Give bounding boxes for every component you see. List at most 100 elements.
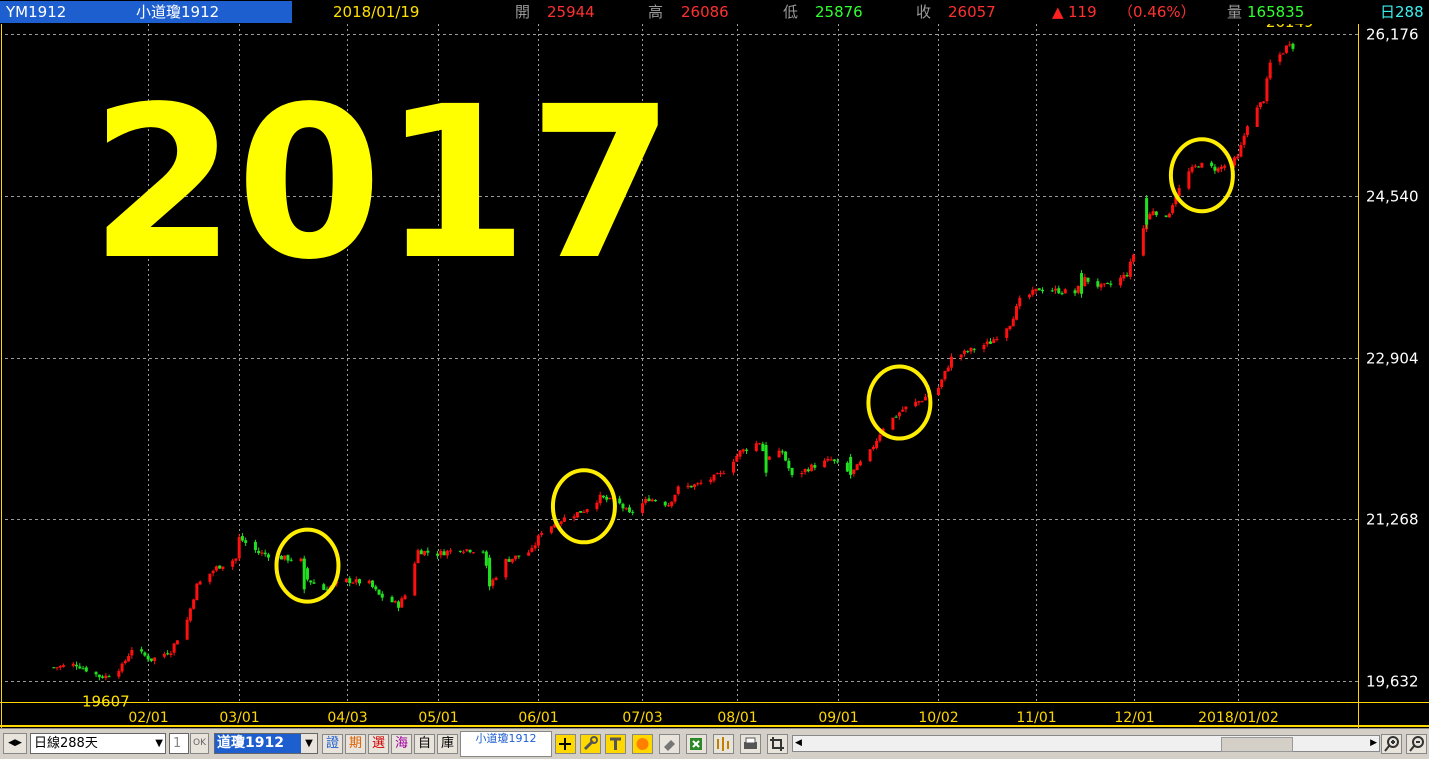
candle-body — [1232, 157, 1236, 166]
y-tick-label: 24,540 — [1366, 188, 1419, 206]
candle-body — [764, 445, 768, 473]
eraser-icon[interactable] — [659, 734, 680, 754]
candle-body — [631, 511, 635, 513]
candle-body — [78, 666, 82, 669]
candle-body — [462, 551, 466, 553]
candle-body — [1054, 288, 1058, 291]
candle-body — [533, 545, 537, 549]
candle-body — [81, 668, 85, 670]
candle-body — [507, 559, 511, 562]
print-icon[interactable] — [740, 734, 761, 754]
scroll-thumb[interactable] — [1221, 737, 1293, 752]
nav-arrows[interactable]: ◀▶ — [3, 733, 27, 754]
symbol-select[interactable]: 道瓊1912 ▼ — [214, 733, 318, 754]
candle-body — [897, 412, 901, 417]
scroll-left-icon[interactable]: ◀ — [795, 738, 802, 748]
candle-body — [488, 557, 492, 587]
open-label: 開 — [515, 3, 531, 21]
candle-body — [107, 676, 111, 678]
color-icon[interactable] — [632, 734, 653, 754]
ok-button[interactable]: OK — [190, 733, 209, 754]
candle-body — [901, 409, 905, 412]
candle-body — [468, 549, 472, 553]
futures-button[interactable]: 期 — [345, 734, 366, 754]
candle-body — [354, 579, 358, 583]
candlestick-chart[interactable]: 2017 02/01 03/01 04/03 05/01 06/01 07/03 08/01… — [0, 24, 1429, 728]
x-tick-label: 11/01 — [1016, 710, 1056, 726]
candle-body — [130, 649, 134, 656]
candle-body — [231, 560, 235, 567]
tab-symbol[interactable]: 小道瓊1912 — [460, 731, 552, 757]
year-overlay: 2017 — [90, 61, 674, 306]
candle-body — [1122, 274, 1126, 279]
securities-button[interactable]: 證 — [322, 734, 343, 754]
zoom-out-icon[interactable] — [1406, 734, 1427, 754]
symbol-code: YM1912 — [6, 3, 67, 21]
candle-body — [693, 484, 697, 488]
candle-body — [198, 581, 202, 585]
export-icon[interactable] — [686, 734, 707, 754]
candle-body — [735, 455, 739, 462]
candle-body — [266, 554, 270, 558]
candle-body — [146, 655, 150, 660]
candle-body — [800, 473, 804, 475]
indicator-icon[interactable] — [713, 734, 734, 754]
candle-body — [836, 461, 840, 463]
highlight-circle — [274, 527, 341, 604]
candle-body — [299, 558, 303, 561]
candle-body — [732, 461, 736, 473]
chevron-down-icon[interactable]: ▼ — [155, 738, 163, 749]
candle-body — [1245, 126, 1249, 136]
crop-icon[interactable] — [767, 734, 788, 754]
chevron-down-icon[interactable]: ▼ — [301, 734, 317, 753]
candle-body — [58, 666, 62, 668]
candle-body — [666, 505, 670, 507]
candle-body — [283, 555, 287, 560]
candle-body — [416, 550, 420, 564]
candle-body — [696, 483, 700, 485]
period-select[interactable]: 日線288天 ▼ — [30, 733, 166, 754]
candle-body — [946, 367, 950, 372]
candle-body — [644, 499, 648, 503]
candle-body — [904, 406, 908, 410]
store-button[interactable]: 庫 — [437, 734, 458, 754]
self-select-button[interactable]: 自 — [414, 734, 435, 754]
candle-body — [923, 397, 927, 401]
zoom-in-icon[interactable] — [1381, 734, 1402, 754]
options-button[interactable]: 選 — [368, 734, 389, 754]
candle-body — [442, 551, 446, 556]
candle-body — [166, 653, 170, 655]
candle-body — [426, 550, 430, 553]
candle-body — [829, 459, 833, 461]
candle-body — [123, 660, 127, 664]
candle-body — [351, 582, 355, 584]
nav-left-icon[interactable]: ◀ — [8, 738, 15, 748]
count-input[interactable]: 1 — [169, 733, 189, 754]
candle-body — [1177, 188, 1181, 197]
nav-right-icon[interactable]: ▶ — [15, 738, 22, 748]
wrench-icon[interactable] — [580, 734, 601, 754]
crosshair-icon[interactable] — [555, 734, 576, 754]
candle-body — [540, 532, 544, 535]
candle-body — [813, 465, 817, 468]
horizontal-scrollbar[interactable]: ◀ ▶ — [792, 735, 1380, 752]
text-tool-icon[interactable] — [605, 734, 626, 754]
candle-body — [140, 649, 144, 652]
candle-body — [624, 508, 628, 510]
candle-body — [52, 667, 56, 669]
scroll-right-icon[interactable]: ▶ — [1370, 738, 1377, 748]
candle-body — [598, 494, 602, 504]
high-label: 高 — [648, 3, 664, 21]
symbol-highlight[interactable] — [0, 1, 292, 23]
extreme-value-label: 26149 — [1266, 24, 1314, 31]
candle-body — [322, 584, 326, 590]
x-tick-label: 08/01 — [717, 710, 757, 726]
candle-body — [237, 536, 241, 559]
candle-body — [1210, 162, 1214, 167]
overseas-button[interactable]: 海 — [391, 734, 412, 754]
candle-body — [780, 451, 784, 453]
candle-body — [845, 462, 849, 472]
candle-body — [559, 521, 563, 524]
candle-body — [1083, 277, 1087, 287]
candle-body — [917, 401, 921, 403]
